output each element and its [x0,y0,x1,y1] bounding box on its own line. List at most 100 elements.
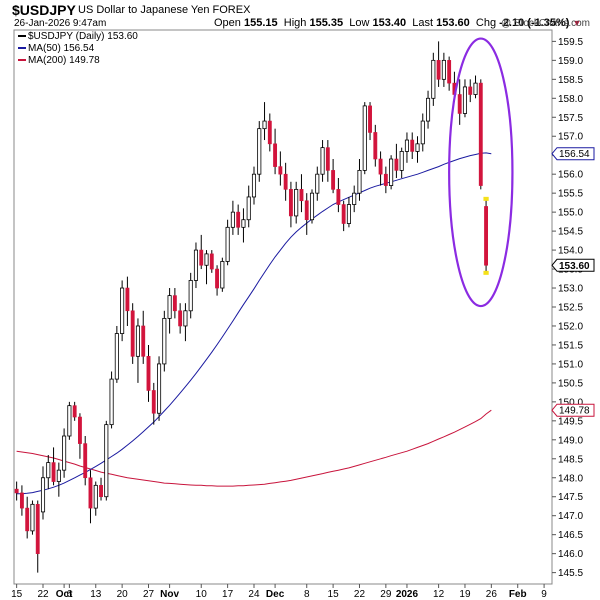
candle-body [14,488,19,494]
candle-body [225,226,230,262]
candle [51,447,56,486]
x-tick-label: 2026 [396,589,419,600]
legend-ma50-label: MA(50) 156.54 [28,43,95,54]
candle [357,159,362,201]
candle [99,477,103,501]
candle-body [204,253,209,266]
x-tick-label: 12 [433,589,445,600]
candle [299,174,304,213]
candle [341,200,346,232]
legend-ma200: MA(200) 149.78 [18,55,100,66]
x-tick-label: 9 [541,589,547,600]
y-tick-label: 148.0 [558,473,583,484]
annotation-ellipse [448,37,514,308]
candle-body [230,211,235,228]
candle [215,265,220,296]
candle-body [99,485,103,498]
candle-body [410,139,415,152]
candle [404,132,409,163]
candle [410,132,415,160]
legend-ma50: MA(50) 156.54 [18,43,94,54]
candle-body [62,435,67,471]
candle [362,102,367,175]
x-tick-label: Oct [56,589,73,600]
stockcharts-watermark: @ StockCharts.com [500,18,590,29]
candle-body [109,378,114,426]
x-tick-label: Dec [266,589,285,600]
candle-body [447,60,452,84]
candle-body [436,60,441,80]
candle-body [130,310,135,357]
candle-body [294,188,299,217]
candle [373,124,378,167]
x-tick-label: 29 [380,589,392,600]
candle-body [56,469,61,482]
y-tick-label: 151.0 [558,359,583,370]
candle-body [188,280,193,312]
last-label: Last [412,17,434,29]
candle-body [368,105,372,133]
legend-ma200-swatch [18,59,26,62]
candle [383,166,388,194]
ma200-line [16,409,492,487]
candle-body [257,128,262,175]
candle-body [19,492,24,509]
y-tick-label: 159.0 [558,56,583,67]
candle [352,185,357,213]
candle-body [146,356,151,391]
candle-body [67,405,72,437]
candle [315,166,320,201]
candle-body [251,173,257,198]
candle [257,121,262,182]
candle-body [141,325,146,357]
candle-body [209,253,214,270]
candle-body [378,158,383,175]
candle [336,177,341,213]
candle [431,52,436,106]
candle-body [426,97,431,122]
candle [320,140,325,182]
candle [325,140,330,182]
legend-ma50-swatch [18,47,26,50]
candle-body [288,189,293,217]
y-tick-label: 151.5 [558,340,583,351]
candle [436,41,441,87]
y-tick-label: 156.0 [558,170,583,181]
candle-body [135,325,140,357]
candle-body [389,158,394,186]
candle [40,466,46,520]
x-tick-label: 27 [143,589,155,600]
candle-body [373,132,378,160]
candle-body [172,295,177,312]
candle-body [25,507,30,532]
price-tag-ma200: 149.78 [551,403,595,417]
candle [368,102,372,141]
open-value: 155.15 [243,17,278,29]
candle-body [267,120,272,145]
candle-body [83,443,88,479]
x-tick-label: Nov [160,589,179,600]
y-tick-label: 159.5 [558,37,583,48]
chart-symbol: $USDJPY [12,2,76,18]
candle-body [51,462,56,482]
candle [468,79,473,103]
candle-body [241,219,246,228]
candle-body [215,268,220,289]
candle [389,155,394,190]
candle [72,401,77,421]
legend-ma200-label: MA(200) 149.78 [28,55,100,66]
candle-body [320,147,325,175]
candle [283,162,288,201]
candle-body [167,295,172,319]
candle [104,420,109,501]
candle [67,401,72,440]
candle [125,276,130,326]
candle-body [104,424,109,498]
y-tick-label: 155.0 [558,208,583,219]
y-tick-label: 154.5 [558,227,583,238]
candle [62,428,67,478]
candle-body [35,504,40,554]
candle-body [199,249,204,266]
ma50-line [16,152,492,495]
